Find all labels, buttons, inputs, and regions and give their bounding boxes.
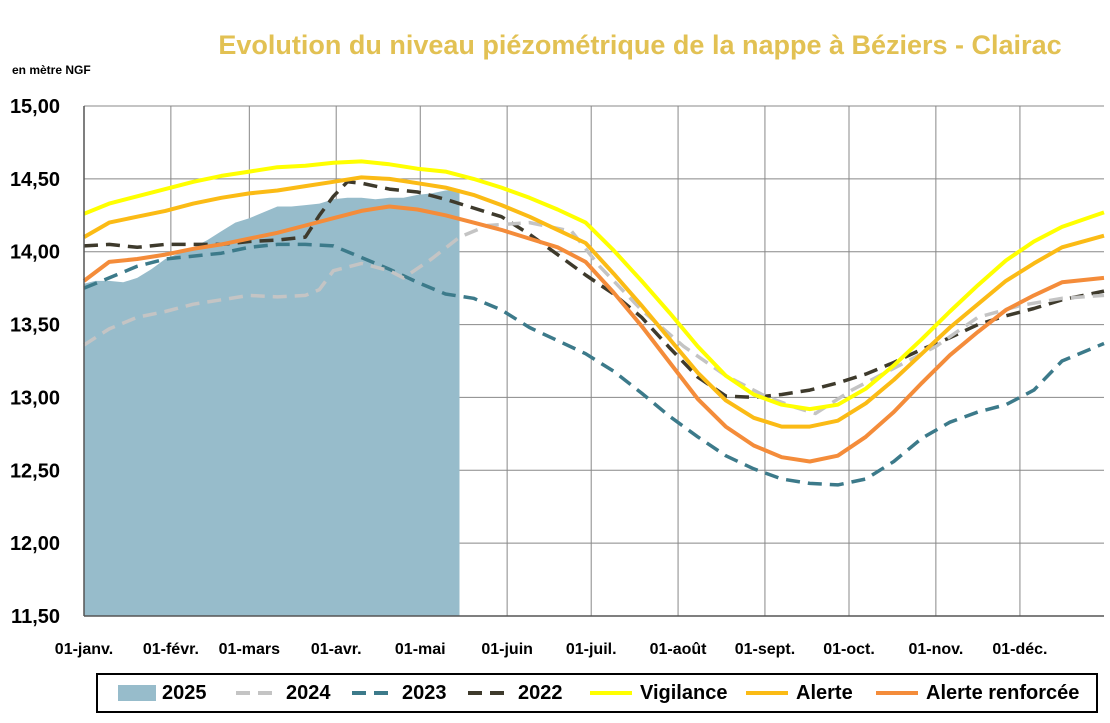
legend-swatch-fill xyxy=(118,685,156,701)
series-vigilance-line xyxy=(83,159,1105,412)
y-tick-label-7: 15,00 xyxy=(10,96,60,118)
legend-label: 2023 xyxy=(402,681,447,704)
series-2025-area xyxy=(84,189,460,616)
x-tick-label-2: 01-mars xyxy=(219,641,280,658)
x-tick-label-5: 01-juin xyxy=(481,641,533,658)
y-tick-label-2: 12,50 xyxy=(10,460,60,482)
legend-swatch-2023 xyxy=(352,691,394,695)
legend-item-2025: 2025 xyxy=(118,675,207,711)
legend-label: Alerte xyxy=(796,681,853,704)
area-layer xyxy=(84,189,460,616)
y-tick-label-4: 13,50 xyxy=(10,315,60,337)
legend-label: 2022 xyxy=(518,681,563,704)
chart-plot: 11,50 12,00 12,50 13,00 13,50 14,00 14,50 15,00… xyxy=(10,96,1105,658)
series-2022-line xyxy=(83,180,1105,400)
series-alerte-renforcee-line xyxy=(82,204,1105,464)
chart-title: Evolution du niveau piézométrique de la … xyxy=(218,30,1062,60)
legend-swatch-2024 xyxy=(236,691,278,695)
legend-item-alerte: Alerte xyxy=(744,675,853,711)
x-tick-label-10: 01-nov. xyxy=(908,641,963,658)
y-tick-label-0: 11,50 xyxy=(11,606,60,628)
x-tick-label-1: 01-févr. xyxy=(143,641,199,658)
x-tick-label-4: 01-mai xyxy=(395,641,446,658)
x-tick-label-7: 01-août xyxy=(650,641,708,658)
line-layer xyxy=(82,159,1105,487)
series-2023-line xyxy=(83,242,1105,487)
legend-swatch-alerte-renforcee xyxy=(876,691,918,695)
legend-item-alerte-renforcee: Alerte renforcée xyxy=(874,675,1079,711)
legend-label: 2024 xyxy=(286,681,331,704)
y-tick-label-6: 14,50 xyxy=(10,169,60,191)
x-tick-label-6: 01-juil. xyxy=(566,641,617,658)
x-tick-label-3: 01-avr. xyxy=(311,641,362,658)
chart-legend: 2025 2024 2023 2022 Vigilance Alerte Alerte re… xyxy=(96,673,1098,713)
axes xyxy=(83,106,1104,617)
legend-label: 2025 xyxy=(162,681,207,704)
x-tick-labels: 01-janv. 01-févr. 01-mars 01-avr. 01-mai 01-j… xyxy=(55,641,1048,658)
legend-item-2023: 2023 xyxy=(350,675,447,711)
x-tick-label-8: 01-sept. xyxy=(735,641,795,658)
y-tick-label-1: 12,00 xyxy=(10,533,60,555)
y-tick-label-5: 14,00 xyxy=(10,242,60,264)
legend-item-vigilance: Vigilance xyxy=(588,675,727,711)
legend-swatch-vigilance xyxy=(590,691,632,695)
y-tick-label-3: 13,00 xyxy=(10,387,60,409)
x-tick-label-9: 01-oct. xyxy=(823,641,875,658)
legend-swatch-2022 xyxy=(468,691,510,695)
y-tick-labels: 11,50 12,00 12,50 13,00 13,50 14,00 14,50 15,00 xyxy=(10,96,60,628)
legend-item-2024: 2024 xyxy=(234,675,331,711)
legend-label: Vigilance xyxy=(640,681,728,704)
series-alerte-line xyxy=(83,175,1105,429)
legend-swatch-2025 xyxy=(118,685,156,701)
x-tick-label-0: 01-janv. xyxy=(55,641,113,658)
legend-swatch-alerte xyxy=(746,691,788,695)
x-tick-label-11: 01-déc. xyxy=(992,641,1047,658)
legend-label: Alerte renforcée xyxy=(926,681,1080,704)
y-axis-unit-label: en mètre NGF xyxy=(12,63,91,77)
legend-item-2022: 2022 xyxy=(466,675,563,711)
